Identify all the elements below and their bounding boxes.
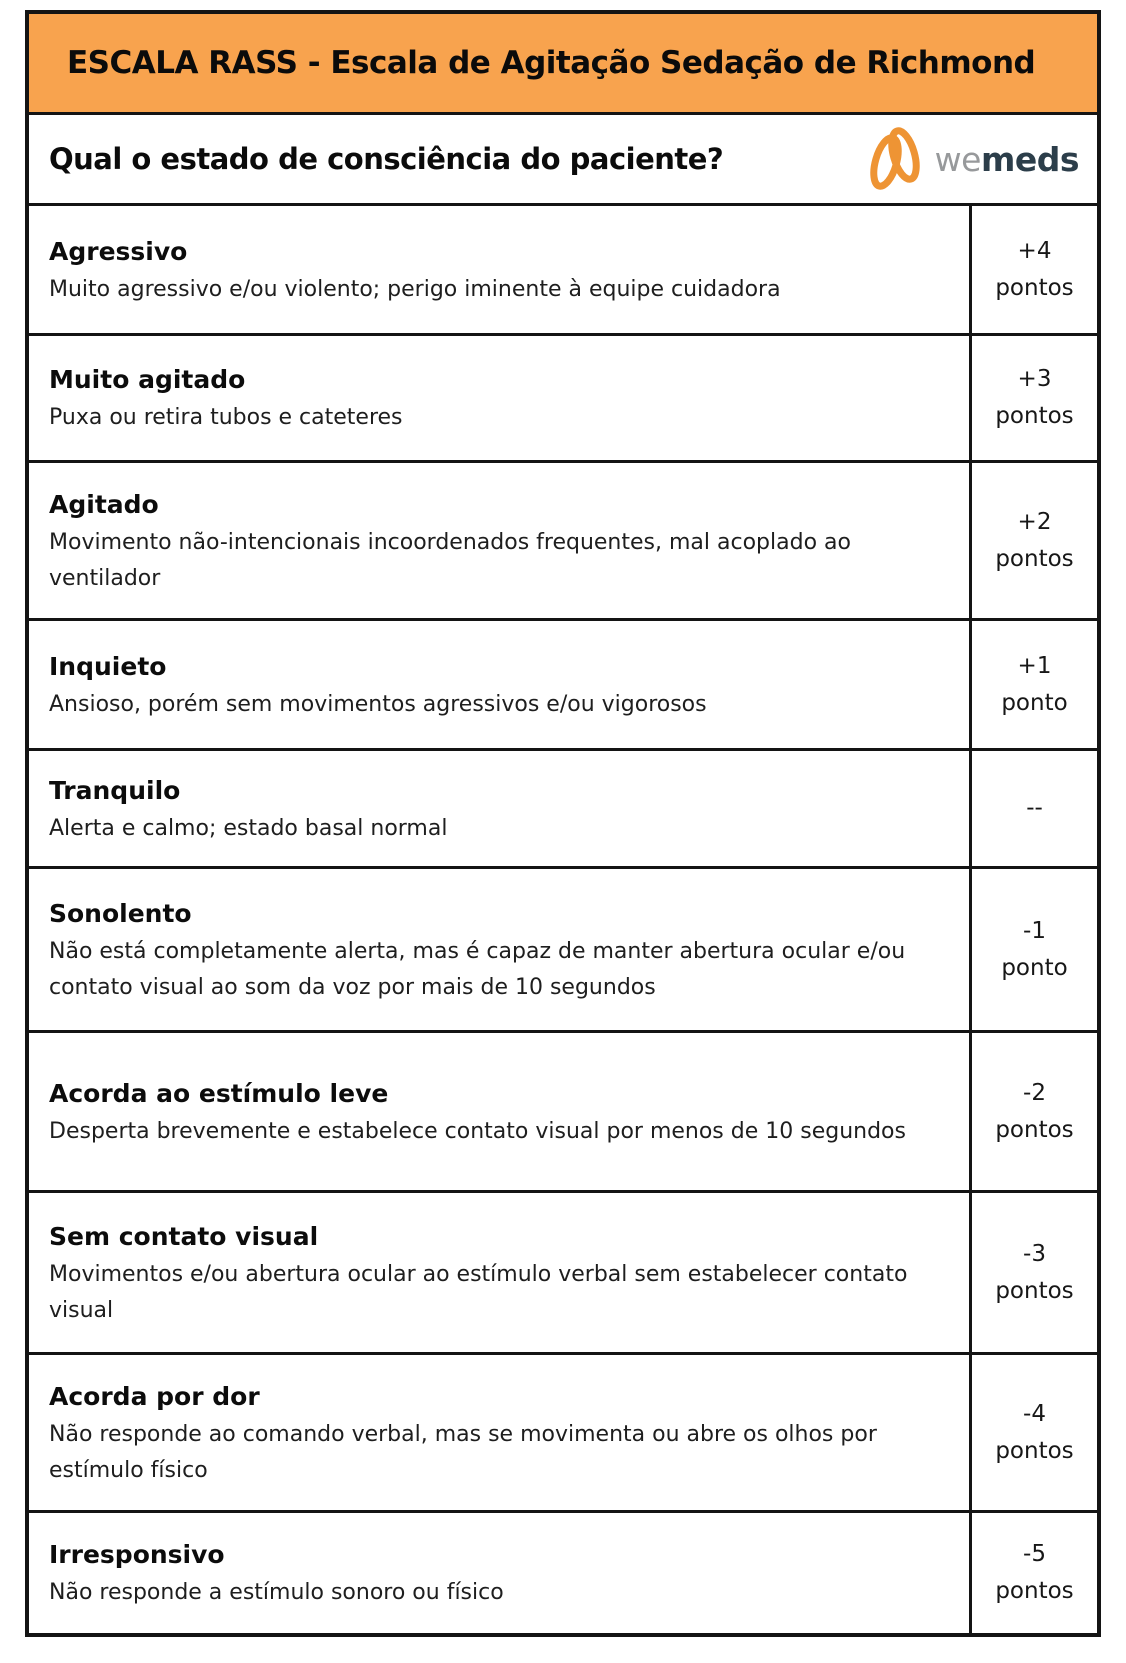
row-points-cell: -2 pontos [969,1033,1097,1190]
wemeds-logo-text: wemeds [934,139,1080,179]
row-title: Acorda ao estímulo leve [49,1078,389,1108]
points-value: -5 [1023,1541,1046,1567]
points-unit: pontos [995,403,1074,429]
points-unit: pontos [995,545,1074,572]
points-unit: pontos [995,1578,1074,1604]
row-points-cell: +2 pontos [969,463,1097,618]
row-title: Muito agitado [49,365,246,394]
points-value: -1 [1023,917,1046,944]
row-points-cell: -3 pontos [969,1193,1097,1352]
row-points-cell: +1 ponto [969,621,1097,748]
row-text-cell: Acorda ao estímulo leve Desperta breveme… [29,1033,969,1190]
wemeds-logo: wemeds [865,124,1080,194]
points-unit: ponto [1001,954,1068,981]
row-description: Alerta e calmo; estado basal normal [49,815,448,841]
row-points-cell: -- [969,751,1097,866]
row-title: Agitado [49,489,159,519]
row-tranquilo[interactable]: Tranquilo Alerta e calmo; estado basal n… [29,748,1097,866]
points-unit: pontos [995,1437,1074,1464]
row-acorda-ao-estimulo-leve[interactable]: Acorda ao estímulo leve Desperta breveme… [29,1030,1097,1190]
points-unit: pontos [995,274,1074,301]
scale-title: ESCALA RASS - Escala de Agitação Sedação… [67,45,1036,81]
points-value: +1 [1017,652,1052,679]
row-title: Tranquilo [49,775,181,805]
points-value: -2 [1023,1079,1046,1106]
row-text-cell: Inquieto Ansioso, porém sem movimentos a… [29,621,969,748]
points-value: -3 [1023,1240,1046,1267]
row-title: Irresponsivo [49,1540,225,1569]
question-text: Qual o estado de consciência do paciente… [49,142,724,176]
row-points-cell: +3 pontos [969,336,1097,460]
row-description: Não responde ao comando verbal, mas se m… [49,1421,877,1483]
row-text-cell: Tranquilo Alerta e calmo; estado basal n… [29,751,969,866]
row-sonolento[interactable]: Sonolento Não está completamente alerta,… [29,866,1097,1030]
points-unit: pontos [995,1116,1074,1143]
row-inquieto[interactable]: Inquieto Ansioso, porém sem movimentos a… [29,618,1097,748]
row-description: Ansioso, porém sem movimentos agressivos… [49,691,707,717]
row-points-cell: -1 ponto [969,869,1097,1030]
row-points-cell: -5 pontos [969,1513,1097,1633]
row-points-cell: -4 pontos [969,1355,1097,1510]
row-agitado[interactable]: Agitado Movimento não-intencionais incoo… [29,460,1097,618]
row-description: Movimentos e/ou abertura ocular ao estím… [49,1261,908,1323]
row-text-cell: Agressivo Muito agressivo e/ou violento;… [29,206,969,333]
row-sem-contato-visual[interactable]: Sem contato visual Movimentos e/ou abert… [29,1190,1097,1352]
wemeds-logo-mark-icon [869,127,920,190]
points-value: +4 [1017,237,1052,264]
points-unit: pontos [995,1277,1074,1304]
row-text-cell: Sonolento Não está completamente alerta,… [29,869,969,1030]
question-row: Qual o estado de consciência do paciente… [29,112,1097,203]
row-text-cell: Agitado Movimento não-intencionais incoo… [29,463,969,618]
rass-scale-table: ESCALA RASS - Escala de Agitação Sedação… [25,10,1101,1637]
points-value: -4 [1023,1400,1046,1427]
row-muito-agitado[interactable]: Muito agitado Puxa ou retira tubos e cat… [29,333,1097,460]
row-description: Puxa ou retira tubos e cateteres [49,405,403,430]
row-agressivo[interactable]: Agressivo Muito agressivo e/ou violento;… [29,203,1097,333]
row-text-cell: Muito agitado Puxa ou retira tubos e cat… [29,336,969,460]
row-description: Desperta brevemente e estabelece contato… [49,1118,906,1144]
logo-text-meds: meds [980,139,1080,179]
row-points-cell: +4 pontos [969,206,1097,333]
row-description: Muito agressivo e/ou violento; perigo im… [49,276,781,302]
row-title: Agressivo [49,236,188,266]
row-description: Não está completamente alerta, mas é cap… [49,938,906,1000]
row-title: Sem contato visual [49,1221,319,1251]
row-text-cell: Irresponsivo Não responde a estímulo son… [29,1513,969,1633]
points-value: +3 [1017,366,1052,392]
row-irresponsivo[interactable]: Irresponsivo Não responde a estímulo son… [29,1510,1097,1633]
row-text-cell: Acorda por dor Não responde ao comando v… [29,1355,969,1510]
points-value: -- [1026,795,1043,821]
logo-text-we: we [934,139,982,179]
scale-title-bar: ESCALA RASS - Escala de Agitação Sedação… [29,14,1097,112]
row-description: Movimento não-intencionais incoordenados… [49,529,851,591]
points-value: +2 [1017,508,1052,535]
row-text-cell: Sem contato visual Movimentos e/ou abert… [29,1193,969,1352]
row-title: Inquieto [49,651,167,681]
row-title: Acorda por dor [49,1381,260,1411]
points-unit: ponto [1001,689,1068,716]
row-description: Não responde a estímulo sonoro ou físico [49,1580,504,1605]
row-title: Sonolento [49,898,192,928]
row-acorda-por-dor[interactable]: Acorda por dor Não responde ao comando v… [29,1352,1097,1510]
